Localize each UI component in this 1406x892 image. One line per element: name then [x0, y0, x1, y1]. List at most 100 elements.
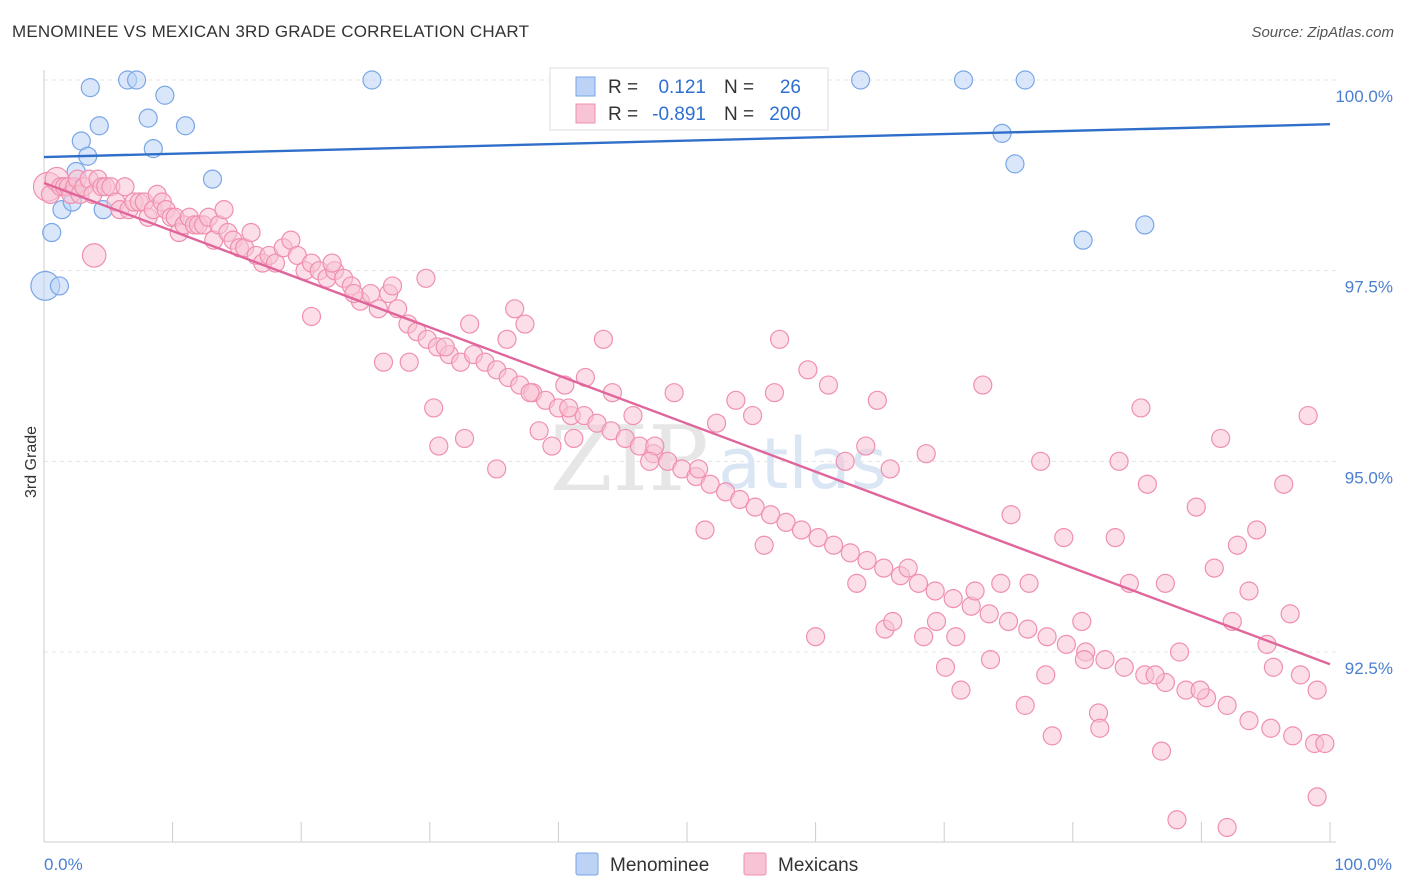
- mexicans-point: [856, 436, 876, 456]
- mexicans-point: [1186, 497, 1206, 517]
- mexicans-point: [935, 657, 956, 677]
- mexicans-point: [454, 428, 475, 449]
- mexicans-point: [115, 177, 135, 197]
- chart-title: MENOMINEE VS MEXICAN 3RD GRADE CORRELATI…: [12, 22, 530, 41]
- mexicans-point: [1227, 535, 1248, 555]
- mexicans-point: [726, 390, 746, 410]
- mexicans-point: [1018, 619, 1038, 639]
- mexicans-point: [835, 451, 855, 471]
- mexicans-point: [1072, 611, 1092, 632]
- mexicans-point: [1169, 642, 1190, 662]
- stats-legend-box: [549, 67, 829, 131]
- mexicans-point: [1036, 665, 1056, 685]
- mexicans-point: [1204, 558, 1224, 578]
- grid-lines: [44, 79, 1336, 653]
- stats-legend-n-value-1: 26: [780, 77, 801, 98]
- menominee-trend-line: [43, 123, 1331, 159]
- mexicans-point: [1261, 718, 1281, 738]
- mexicans-point: [214, 200, 234, 220]
- mexicans-point: [559, 398, 579, 418]
- mexicans-point: [515, 314, 535, 334]
- mexicans-point: [1090, 718, 1110, 738]
- mexicans-point: [640, 451, 660, 471]
- menominee-point: [202, 169, 223, 189]
- mexicans-point: [760, 505, 781, 525]
- watermark-atlas: atlas: [718, 423, 887, 505]
- stats-legend-r-value-2: -0.891: [652, 104, 706, 125]
- mexicans-point: [798, 360, 818, 380]
- mexicans-point: [623, 405, 643, 426]
- mexicans-point: [1298, 405, 1318, 426]
- mexicans-point: [1151, 741, 1172, 761]
- menominee-point: [155, 85, 175, 105]
- mexicans-point: [1290, 665, 1311, 685]
- stats-legend-swatch-mexicans: [575, 103, 596, 124]
- mexicans-point: [883, 611, 903, 632]
- mexicans-point: [1307, 787, 1327, 807]
- mexicans-point: [1280, 604, 1300, 624]
- mexicans-point: [688, 459, 709, 479]
- stats-legend-r-label-1: R =: [608, 77, 638, 98]
- stats-legend-r-value-1: 0.121: [658, 77, 706, 98]
- mexicans-point: [1031, 451, 1051, 471]
- mexicans-point: [914, 627, 934, 647]
- mexicans-point: [951, 680, 971, 700]
- stats-legend-n-label-2: N =: [724, 104, 754, 125]
- menominee-point: [1005, 154, 1025, 174]
- y-axis-label: 3rd Grade: [23, 426, 40, 498]
- mexicans-point: [874, 558, 894, 578]
- mexicans-point: [487, 459, 507, 479]
- y-tick-label: 97.5%: [1345, 278, 1393, 297]
- mexicans-point: [1211, 428, 1231, 449]
- mexicans-point: [706, 413, 727, 433]
- mexicans-point: [742, 405, 763, 426]
- mexicans-point: [1315, 733, 1335, 754]
- mexicans-point: [908, 573, 929, 593]
- mexicans-point: [925, 581, 945, 601]
- menominee-point: [49, 276, 70, 296]
- mexicans-point: [764, 383, 785, 403]
- mexicans-point: [429, 436, 449, 456]
- mexicans-point: [1074, 650, 1094, 670]
- menominee-point: [953, 70, 974, 90]
- mexicans-point: [1307, 680, 1327, 700]
- mexicans-point: [1283, 726, 1303, 746]
- mexicans-point: [322, 253, 342, 273]
- stats-legend-n-value-2: 200: [769, 104, 801, 125]
- mexicans-point: [730, 489, 750, 510]
- mexicans-point: [435, 337, 455, 357]
- mexicans-point: [1155, 573, 1175, 593]
- bottom-legend-swatch-mexicans: [743, 852, 767, 876]
- bottom-legend-label-menominee: Menominee: [610, 855, 709, 876]
- mexicans-point: [1190, 680, 1210, 700]
- menominee-point: [1073, 230, 1093, 250]
- mexicans-point: [700, 474, 720, 494]
- stats-legend: R = 0.121 N = 26 R = -0.891 N = 200: [549, 67, 829, 131]
- y-tick-label: 95.0%: [1345, 468, 1393, 487]
- mexicans-point: [979, 604, 999, 624]
- mexicans-point: [1056, 634, 1076, 654]
- mexicans-point: [1019, 573, 1039, 593]
- mexicans-point: [460, 314, 480, 334]
- mexicans-point: [745, 497, 765, 517]
- mexicans-point: [776, 512, 796, 532]
- mexicans-point: [505, 299, 525, 319]
- menominee-point: [1135, 215, 1155, 235]
- mexicans-point: [1109, 451, 1129, 471]
- y-tick-label: 100.0%: [1335, 87, 1393, 106]
- trend-lines: [43, 123, 1331, 666]
- mexicans-point: [880, 459, 900, 479]
- menominee-point: [80, 78, 100, 98]
- mexicans-point: [1217, 695, 1237, 715]
- stats-legend-swatch-menominee: [575, 76, 596, 97]
- mexicans-point: [399, 352, 419, 372]
- y-tick-labels: 92.5% 95.0% 97.5% 100.0%: [1335, 87, 1393, 678]
- mexicans-trend-line: [43, 181, 1331, 666]
- mexicans-point: [980, 650, 1001, 670]
- mexicans-point: [1131, 398, 1151, 418]
- mexicans-point: [1239, 581, 1259, 601]
- mexicans-point: [898, 558, 918, 578]
- bottom-legend-swatch-menominee: [575, 852, 599, 876]
- menominee-point: [138, 108, 158, 128]
